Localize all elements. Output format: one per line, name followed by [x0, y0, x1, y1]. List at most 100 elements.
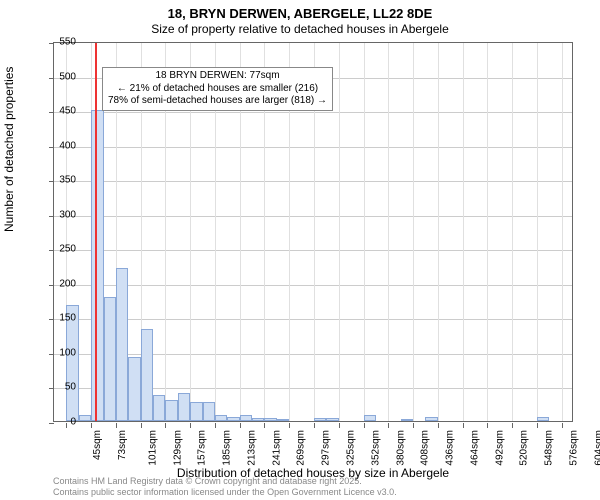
histogram-bar [252, 418, 264, 421]
histogram-bar [326, 418, 338, 421]
histogram-bar [277, 419, 289, 421]
x-tick-mark [512, 423, 513, 428]
histogram-bar [537, 417, 549, 421]
x-tick-mark [66, 423, 67, 428]
x-tick-label: 297sqm [321, 430, 332, 466]
footer-line-2: Contains public sector information licen… [53, 487, 397, 498]
x-tick-label: 352sqm [370, 430, 381, 466]
histogram-bar [141, 329, 153, 421]
x-tick-mark [91, 423, 92, 428]
x-tick-mark [364, 423, 365, 428]
x-tick-label: 492sqm [494, 430, 505, 466]
gridline-h [54, 112, 572, 113]
gridline-h [54, 354, 572, 355]
x-tick-mark [438, 423, 439, 428]
y-tick-label: 400 [59, 140, 76, 151]
histogram-bar [425, 417, 437, 421]
x-tick-mark [240, 423, 241, 428]
histogram-bar [401, 419, 413, 421]
histogram-bar [215, 415, 227, 421]
y-tick-label: 350 [59, 175, 76, 186]
y-tick-mark [49, 319, 54, 320]
histogram-bar [153, 395, 165, 421]
x-tick-mark [463, 423, 464, 428]
y-axis-label: Number of detached properties [2, 67, 16, 232]
y-tick-mark [49, 216, 54, 217]
gridline-v [413, 43, 414, 421]
histogram-bar [227, 417, 239, 421]
y-tick-mark [49, 354, 54, 355]
x-tick-mark [215, 423, 216, 428]
y-tick-mark [49, 423, 54, 424]
gridline-v [487, 43, 488, 421]
x-tick-label: 185sqm [222, 430, 233, 466]
x-tick-mark [388, 423, 389, 428]
histogram-bar [203, 402, 215, 421]
annotation-line: 78% of semi-detached houses are larger (… [108, 95, 327, 108]
y-tick-label: 450 [59, 106, 76, 117]
annotation-line: ← 21% of detached houses are smaller (21… [108, 83, 327, 96]
gridline-v [364, 43, 365, 421]
x-tick-mark [141, 423, 142, 428]
x-tick-mark [487, 423, 488, 428]
x-tick-label: 325sqm [346, 430, 357, 466]
y-tick-mark [49, 388, 54, 389]
gridline-v [537, 43, 538, 421]
histogram-bar [104, 297, 116, 421]
annotation-box: 18 BRYN DERWEN: 77sqm← 21% of detached h… [102, 67, 333, 111]
plot-area: 18 BRYN DERWEN: 77sqm← 21% of detached h… [53, 42, 573, 422]
gridline-h [54, 147, 572, 148]
gridline-h [54, 181, 572, 182]
x-tick-label: 604sqm [593, 430, 600, 466]
x-tick-label: 380sqm [395, 430, 406, 466]
x-tick-mark [413, 423, 414, 428]
x-axis-label: Distribution of detached houses by size … [53, 466, 573, 480]
x-tick-mark [339, 423, 340, 428]
x-tick-label: 576sqm [568, 430, 579, 466]
y-tick-label: 300 [59, 209, 76, 220]
gridline-v [562, 43, 563, 421]
marker-line [95, 43, 97, 421]
gridline-v [388, 43, 389, 421]
gridline-v [339, 43, 340, 421]
chart-container: 18 BRYN DERWEN: 77sqm← 21% of detached h… [53, 42, 573, 422]
chart-title-main: 18, BRYN DERWEN, ABERGELE, LL22 8DE [0, 6, 600, 21]
x-tick-label: 45sqm [92, 430, 103, 460]
x-tick-mark [264, 423, 265, 428]
y-tick-mark [49, 285, 54, 286]
gridline-v [438, 43, 439, 421]
gridline-h [54, 319, 572, 320]
histogram-bar [240, 415, 252, 421]
gridline-h [54, 285, 572, 286]
y-tick-mark [49, 112, 54, 113]
chart-title-block: 18, BRYN DERWEN, ABERGELE, LL22 8DE Size… [0, 0, 600, 36]
histogram-bar [178, 393, 190, 421]
y-tick-mark [49, 78, 54, 79]
x-tick-label: 157sqm [197, 430, 208, 466]
y-tick-label: 500 [59, 71, 76, 82]
x-tick-mark [537, 423, 538, 428]
x-tick-label: 436sqm [445, 430, 456, 466]
y-tick-label: 0 [70, 417, 76, 428]
x-tick-mark [289, 423, 290, 428]
x-tick-label: 213sqm [247, 430, 258, 466]
x-tick-label: 101sqm [147, 430, 158, 466]
histogram-bar [165, 400, 177, 421]
y-tick-label: 200 [59, 278, 76, 289]
y-tick-label: 250 [59, 244, 76, 255]
x-tick-mark [562, 423, 563, 428]
gridline-h [54, 250, 572, 251]
histogram-bar [79, 415, 91, 421]
histogram-bar [128, 357, 140, 421]
x-tick-label: 129sqm [172, 430, 183, 466]
x-tick-mark [314, 423, 315, 428]
histogram-bar [91, 110, 103, 421]
gridline-v [512, 43, 513, 421]
x-tick-mark [165, 423, 166, 428]
x-tick-mark [190, 423, 191, 428]
gridline-v [463, 43, 464, 421]
y-tick-label: 550 [59, 37, 76, 48]
y-tick-label: 100 [59, 347, 76, 358]
x-tick-label: 73sqm [117, 430, 128, 460]
histogram-bar [264, 418, 276, 421]
